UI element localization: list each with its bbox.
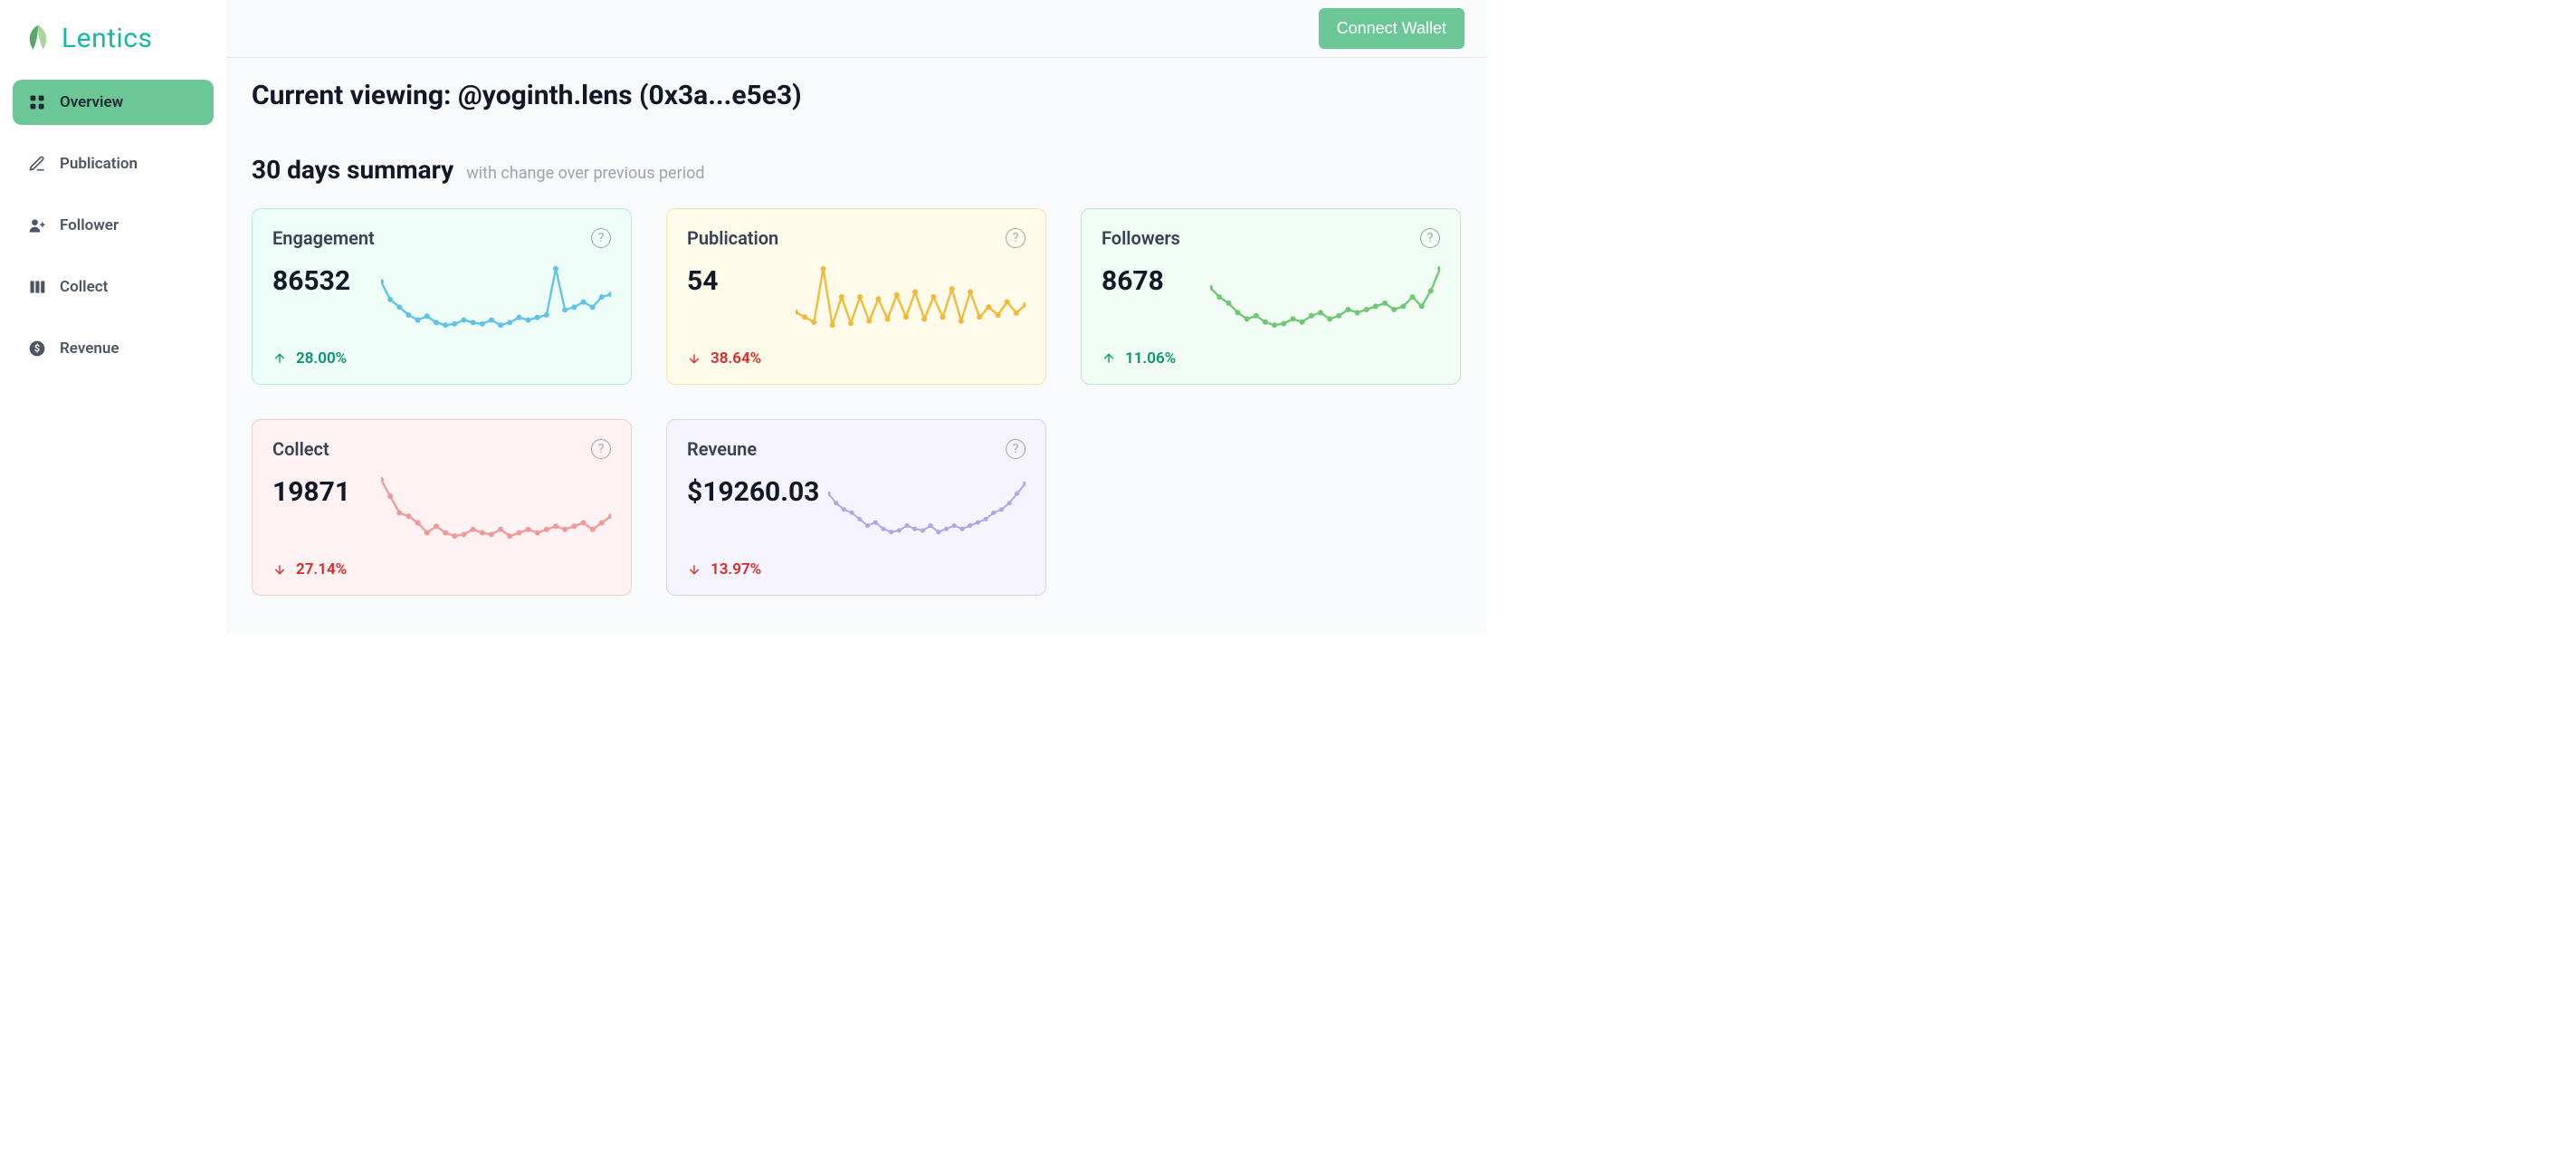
edit-icon	[27, 154, 47, 174]
sidebar-item-revenue[interactable]: $ Revenue	[13, 326, 214, 371]
change-indicator: 38.64%	[687, 349, 761, 368]
app-root: Lentics Overview Publication Follower	[0, 0, 1412, 634]
arrow-up-icon	[1102, 351, 1116, 366]
brand-name: Lentics	[62, 23, 152, 54]
change-indicator: 27.14%	[272, 560, 347, 578]
sidebar-item-label: Overview	[60, 93, 123, 111]
svg-text:$: $	[34, 342, 40, 354]
card-header: Engagement?	[272, 227, 611, 249]
card-header: Publication?	[687, 227, 1026, 249]
card-value: $19260.03	[687, 476, 819, 508]
change-percent: 13.97%	[711, 560, 761, 578]
grid-icon	[27, 92, 47, 112]
summary-card-collect[interactable]: Collect? 19871 27.14%	[252, 419, 632, 596]
card-header: Collect?	[272, 438, 611, 460]
card-body: 86532	[272, 265, 611, 329]
card-value: 86532	[272, 265, 372, 297]
connect-wallet-button[interactable]: Connect Wallet	[1319, 8, 1465, 49]
card-title: Collect	[272, 438, 329, 460]
summary-subtitle: with change over previous period	[466, 164, 704, 183]
card-title: Followers	[1102, 227, 1180, 249]
page-title: Current viewing: @yoginth.lens (0x3a...e…	[252, 80, 1461, 111]
card-value: 54	[687, 265, 787, 297]
card-title: Reveune	[687, 438, 757, 460]
brand-logo[interactable]: Lentics	[13, 18, 214, 80]
change-percent: 11.06%	[1125, 349, 1176, 368]
sidebar-item-overview[interactable]: Overview	[13, 80, 214, 125]
card-body: 8678	[1102, 265, 1440, 329]
main-area: Connect Wallet Current viewing: @yoginth…	[226, 0, 1486, 634]
sidebar-item-label: Publication	[60, 155, 138, 173]
help-icon[interactable]: ?	[1006, 439, 1026, 459]
summary-heading: 30 days summary with change over previou…	[252, 155, 1461, 185]
dollar-icon: $	[27, 339, 47, 359]
sparkline-chart	[381, 476, 611, 540]
card-body: 54	[687, 265, 1026, 329]
help-icon[interactable]: ?	[591, 439, 611, 459]
summary-cards-grid: Engagement? 86532 28.00% Publication? 54 38.6…	[252, 208, 1461, 596]
columns-icon	[27, 277, 47, 297]
sidebar: Lentics Overview Publication Follower	[0, 0, 226, 634]
card-header: Followers?	[1102, 227, 1440, 249]
card-body: $19260.03	[687, 476, 1026, 540]
change-indicator: 13.97%	[687, 560, 761, 578]
change-indicator: 28.00%	[272, 349, 347, 368]
summary-card-followers[interactable]: Followers? 8678 11.06%	[1081, 208, 1461, 385]
card-value: 8678	[1102, 265, 1201, 297]
help-icon[interactable]: ?	[1006, 228, 1026, 248]
help-icon[interactable]: ?	[591, 228, 611, 248]
card-body: 19871	[272, 476, 611, 540]
leaf-icon	[22, 22, 54, 54]
sparkline-chart	[1210, 265, 1440, 329]
sparkline-chart	[796, 265, 1026, 329]
content: Current viewing: @yoginth.lens (0x3a...e…	[226, 58, 1486, 617]
change-indicator: 11.06%	[1102, 349, 1176, 368]
card-header: Reveune?	[687, 438, 1026, 460]
summary-title: 30 days summary	[252, 155, 453, 185]
summary-card-publication[interactable]: Publication? 54 38.64%	[666, 208, 1046, 385]
arrow-down-icon	[687, 562, 701, 577]
change-percent: 38.64%	[711, 349, 761, 368]
summary-card-engagement[interactable]: Engagement? 86532 28.00%	[252, 208, 632, 385]
arrow-down-icon	[272, 562, 287, 577]
sparkline-chart	[381, 265, 611, 329]
sidebar-item-label: Revenue	[60, 339, 119, 358]
arrow-down-icon	[687, 351, 701, 366]
change-percent: 27.14%	[296, 560, 347, 578]
sidebar-item-label: Follower	[60, 216, 119, 234]
card-title: Engagement	[272, 227, 375, 249]
topbar: Connect Wallet	[226, 0, 1486, 58]
help-icon[interactable]: ?	[1420, 228, 1440, 248]
summary-card-revenue[interactable]: Reveune? $19260.03 13.97%	[666, 419, 1046, 596]
nav-list: Overview Publication Follower Collect	[13, 80, 214, 371]
sidebar-item-collect[interactable]: Collect	[13, 264, 214, 310]
arrow-up-icon	[272, 351, 287, 366]
card-title: Publication	[687, 227, 778, 249]
change-percent: 28.00%	[296, 349, 347, 368]
sidebar-item-label: Collect	[60, 278, 108, 296]
user-plus-icon	[27, 215, 47, 235]
sidebar-item-publication[interactable]: Publication	[13, 141, 214, 186]
sparkline-chart	[828, 476, 1026, 540]
card-value: 19871	[272, 476, 372, 508]
sidebar-item-follower[interactable]: Follower	[13, 203, 214, 248]
